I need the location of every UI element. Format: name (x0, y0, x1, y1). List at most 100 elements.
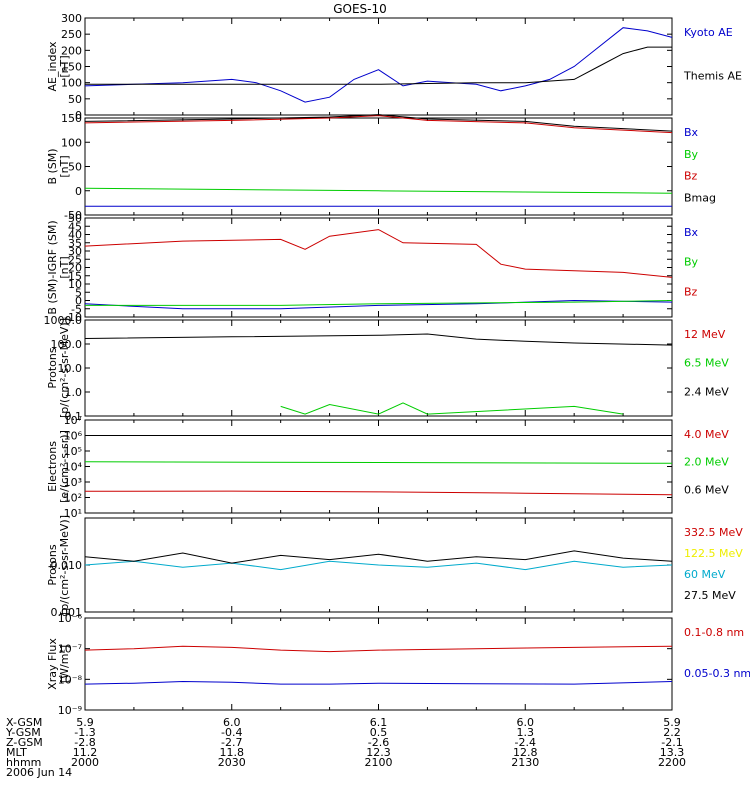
y-tick-label: 25 (68, 253, 82, 266)
y-tick-label: 0.010 (51, 559, 83, 572)
y-tick-label: 50 (68, 93, 82, 106)
y-tick-label: 10⁻⁸ (58, 673, 83, 686)
legend-entry: Bz (684, 285, 698, 298)
footer-value: -1.3 (74, 726, 95, 739)
y-axis-label-line: Protons (46, 544, 59, 585)
series-line-6-5-mev (280, 402, 624, 415)
series-line-0-05-0-3-nm (84, 680, 673, 685)
y-tick-label: 10⁵ (64, 445, 82, 458)
legend-entry: 60 MeV (684, 568, 726, 581)
legend-entry: Kyoto AE (684, 26, 733, 39)
y-tick-label: 35 (68, 237, 82, 250)
legend-entry: 6.5 MeV (684, 357, 729, 370)
panel-frame (84, 617, 673, 711)
figure-title: GOES-10 (333, 2, 387, 16)
series-line-themis-ae (85, 46, 672, 85)
y-tick-label: 10⁴ (64, 461, 83, 474)
footer-row-label: Y-GSM (5, 726, 41, 739)
footer-value: 2000 (71, 756, 99, 769)
legend-entry: By (684, 256, 699, 269)
footer-value: 12.8 (513, 746, 538, 759)
footer-value: 2030 (218, 756, 246, 769)
y-axis-label-line: Protons (46, 347, 59, 388)
footer-value: -0.4 (221, 726, 242, 739)
legend-entry: 2.4 MeV (684, 385, 729, 398)
y-tick-label: 20 (68, 262, 82, 275)
footer-value: 5.9 (76, 716, 94, 729)
y-tick-label: 10⁻⁶ (58, 612, 83, 625)
y-tick-label: 1000.0 (44, 314, 83, 327)
orbit-footer: 2006 Jun 14 X-GSM 5.9 6.0 6.1 6.0 5.9 Y-GSM -1.… (5, 716, 686, 779)
y-axis-label: AE_index[nT] (46, 41, 71, 92)
panel-frame (84, 17, 673, 116)
y-tick-label: 30 (68, 245, 82, 258)
footer-value: 1.3 (517, 726, 535, 739)
y-axis-label: B (SM)[nT] (46, 148, 71, 184)
legend-entry: Bz (684, 170, 698, 183)
y-tick-label: 10³ (64, 476, 82, 489)
y-tick-label: 100.0 (51, 338, 83, 351)
y-axis-label-line: B (SM)-IGRF (SM) (46, 220, 59, 314)
footer-row-label: hhmm (6, 756, 41, 769)
y-tick-label: 5 (75, 286, 82, 299)
y-tick-label: 50 (68, 212, 82, 225)
y-axis-label-line: [W/m²] (58, 645, 71, 683)
legend-entry: 4.0 MeV (684, 428, 729, 441)
y-tick-label: 150 (61, 112, 82, 125)
y-tick-label: 10² (64, 492, 82, 505)
y-axis-label: Protons[p/(cm²-s-sr-MeV)] (46, 318, 71, 418)
y-tick-label: 100 (61, 77, 82, 90)
footer-row-label: Z-GSM (6, 736, 43, 749)
footer-date: 2006 Jun 14 (6, 766, 72, 779)
panel-frame (84, 319, 673, 417)
y-axis-label: Xray Flux[W/m²] (46, 638, 71, 690)
footer-value: 11.2 (73, 746, 98, 759)
legend-entry: 0.05-0.3 nm (684, 667, 750, 680)
y-tick-label: 1.0 (65, 386, 83, 399)
y-tick-label: 10⁻⁹ (58, 704, 82, 717)
series-line-by (85, 300, 673, 306)
y-tick-label: 10⁻⁷ (58, 643, 82, 656)
footer-value: 2130 (511, 756, 539, 769)
y-tick-label: 10⁷ (64, 414, 82, 427)
y-tick-label: 50 (68, 161, 82, 174)
footer-value: -2.7 (221, 736, 242, 749)
panel-xray: 10⁻⁹ 10⁻⁸ 10⁻⁷ 10⁻⁶ Xray Flux[W/m²] 0.1-0.8 n… (46, 612, 750, 717)
legend-entry: 0.1-0.8 nm (684, 626, 744, 639)
series-line-27-5-mev (84, 550, 673, 564)
y-axis-label-line: Xray Flux (46, 638, 59, 690)
legend-entry: 0.6 MeV (684, 483, 729, 496)
y-tick-label: 15 (68, 270, 82, 283)
y-axis-label-line: [nT] (58, 155, 71, 177)
footer-value: 12.3 (366, 746, 391, 759)
footer-row-label: X-GSM (6, 716, 42, 729)
y-axis-label-line: [p/(cm²-s-sr-MeV)] (58, 318, 71, 418)
series-line-bx (84, 299, 673, 310)
y-tick-label: -50 (64, 209, 82, 222)
y-tick-label: 200 (61, 44, 82, 57)
legend-entry: 27.5 MeV (684, 589, 736, 602)
y-tick-label: 10.0 (58, 362, 83, 375)
y-axis-label-line: AE_index (46, 41, 59, 92)
y-axis-label: Electrons[e/(cm²-s-sr)] (46, 430, 71, 503)
series-line-bz (84, 229, 673, 278)
footer-value: -2.8 (74, 736, 95, 749)
y-tick-label: 150 (61, 61, 82, 74)
y-tick-label: 100 (61, 136, 82, 149)
panel-ae: 0 50 100 150 200 250 300 AE_index[nT] Kyoto AE Th… (46, 12, 742, 122)
series-line-bz (84, 115, 673, 134)
footer-value: -2.6 (368, 736, 389, 749)
series-line-2-4-mev (84, 333, 673, 346)
footer-value: 0.5 (370, 726, 388, 739)
y-axis-label-line: Electrons (46, 441, 59, 492)
footer-value: 6.0 (223, 716, 241, 729)
series-line-0-1-0-8-nm (84, 645, 673, 653)
series-line-bmag (84, 114, 673, 132)
legend-entry: 2.0 MeV (684, 456, 729, 469)
footer-value: -2.1 (661, 736, 682, 749)
y-tick-label: -10 (64, 311, 82, 324)
legend-entry: Bx (684, 226, 699, 239)
